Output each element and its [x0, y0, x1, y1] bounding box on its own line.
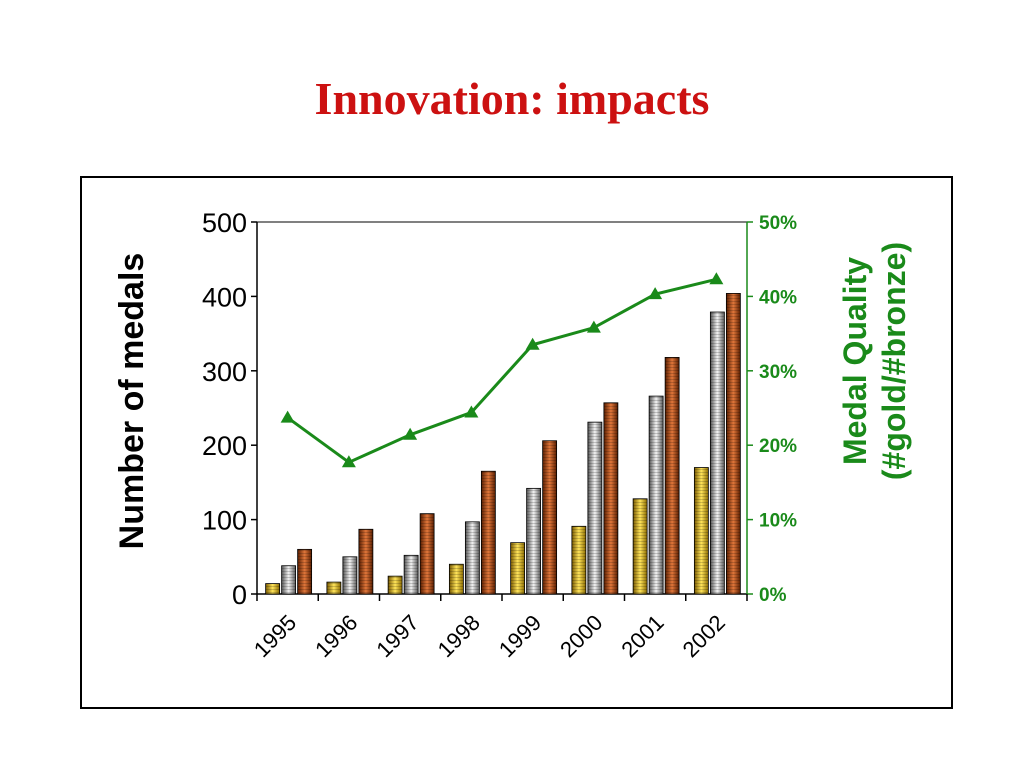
quality-point-marker	[709, 272, 724, 285]
quality-point-marker	[341, 455, 356, 468]
y2-axis-label-line1: Medal Quality	[837, 257, 873, 465]
gold-bar-texture	[694, 467, 709, 594]
gold-bar-texture	[510, 542, 525, 594]
quality-point-marker	[586, 320, 601, 333]
gold-bar-texture	[571, 526, 586, 594]
bronze-bar-texture	[726, 293, 741, 594]
bronze-bar-texture	[603, 402, 618, 594]
quality-point-marker	[648, 287, 663, 300]
bronze-bar-texture	[542, 440, 557, 594]
y-tick-label: 200	[202, 431, 247, 461]
y2-axis-label-line2: (#gold/#bronze)	[876, 242, 912, 480]
silver-bar-texture	[587, 422, 602, 594]
x-tick-label: 2000	[555, 610, 607, 662]
silver-bar-texture	[710, 312, 725, 594]
y2-tick-label: 50%	[759, 213, 797, 234]
y2-tick-label: 20%	[759, 436, 797, 457]
x-tick-label: 1998	[433, 610, 485, 662]
bronze-bar-texture	[358, 529, 373, 594]
silver-bar-texture	[526, 488, 541, 594]
quality-point-marker	[464, 405, 479, 418]
quality-point-marker	[403, 427, 418, 440]
y-tick-label: 500	[202, 208, 247, 238]
y2-tick-label: 0%	[759, 585, 787, 606]
gold-bar-texture	[388, 576, 403, 594]
y-tick-label: 400	[202, 282, 247, 312]
x-tick-label: 1999	[494, 610, 546, 662]
chart-frame: 0 100 200 300 400 500 0% 10% 20% 30% 40% 50% 1995 199…	[80, 176, 953, 709]
y-tick-label: 0	[232, 580, 247, 610]
y2-tick-label: 40%	[759, 287, 797, 308]
gold-bar-texture	[449, 564, 464, 594]
x-tick-label: 1995	[249, 610, 301, 662]
bronze-bar-texture	[420, 513, 435, 594]
x-tick-label: 1996	[310, 610, 362, 662]
silver-bar-texture	[649, 396, 664, 594]
y-tick-label: 100	[202, 506, 247, 536]
silver-bar-texture	[465, 521, 480, 594]
silver-bar-texture	[281, 565, 296, 594]
y-tick-label: 300	[202, 357, 247, 387]
x-tick-label: 2001	[616, 610, 668, 662]
bronze-bar-texture	[481, 471, 496, 594]
silver-bar-texture	[342, 556, 357, 594]
bronze-bar-texture	[665, 357, 680, 594]
quality-line	[286, 277, 717, 465]
x-tick-label: 1997	[371, 610, 423, 662]
silver-bar-texture	[404, 555, 419, 594]
y2-tick-label: 10%	[759, 511, 797, 532]
x-tick-label: 2002	[678, 610, 730, 662]
slide-title: Innovation: impacts	[314, 73, 710, 124]
gold-bar-texture	[265, 583, 280, 594]
y2-tick-label: 30%	[759, 362, 797, 383]
gold-bar-texture	[633, 498, 648, 594]
bronze-bar-texture	[297, 549, 312, 594]
y-axis-label: Number of medals	[113, 253, 151, 550]
quality-point-marker	[280, 410, 295, 423]
quality-point-marker	[525, 337, 540, 350]
gold-bar-texture	[326, 582, 341, 594]
